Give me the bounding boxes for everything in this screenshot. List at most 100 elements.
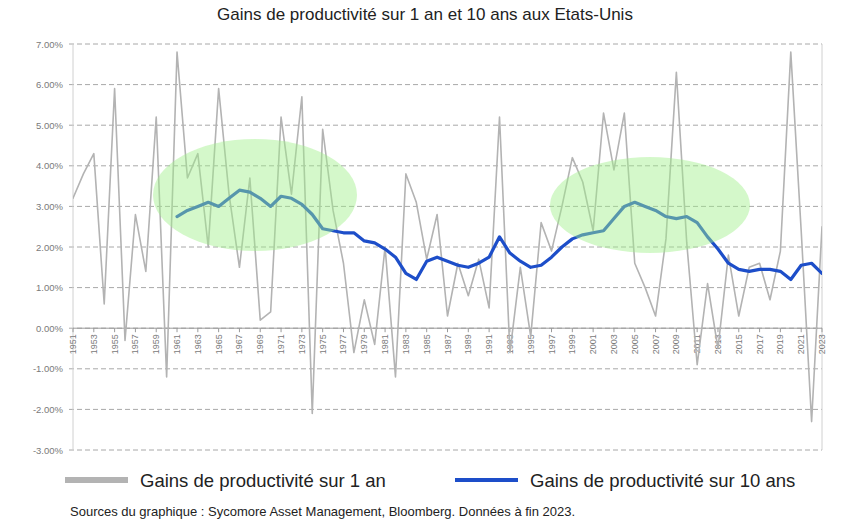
x-tick-label: 1963 (193, 334, 203, 354)
x-tick (697, 328, 698, 332)
x-tick-label: 2019 (775, 334, 785, 354)
x-tick (447, 328, 448, 332)
x-tick-label: 1987 (443, 334, 453, 354)
highlight (550, 157, 750, 253)
y-tick-label: -3.00% (33, 445, 64, 456)
x-tick (364, 328, 365, 332)
axis-line (73, 44, 74, 450)
grid-line (69, 44, 822, 45)
x-tick-label: 1979 (359, 334, 369, 354)
x-tick-label: 1977 (338, 334, 348, 354)
plot-area (73, 52, 822, 421)
y-tick-label: 4.00% (36, 160, 63, 171)
y-tick-label: 6.00% (36, 79, 63, 90)
x-tick (551, 328, 552, 332)
series-line (73, 52, 822, 421)
x-tick-label: 2021 (796, 334, 806, 354)
x-tick (613, 328, 614, 332)
x-tick-label: 2007 (651, 334, 661, 354)
highlight (153, 139, 357, 251)
x-tick-label: 2017 (755, 334, 765, 354)
x-tick-label: 2015 (734, 334, 744, 354)
x-tick (197, 328, 198, 332)
x-tick (343, 328, 344, 332)
x-tick-label: 1983 (401, 334, 411, 354)
x-tick-label: 1955 (110, 334, 120, 354)
x-tick-label: 2009 (671, 334, 681, 354)
x-tick (385, 328, 386, 332)
x-tick (717, 328, 718, 332)
x-tick-label: 1973 (297, 334, 307, 354)
legend-label: Gains de productivité sur 10 ans (530, 470, 795, 491)
x-tick (801, 328, 802, 332)
legend-swatch (65, 477, 128, 483)
x-tick (73, 328, 74, 332)
x-tick (218, 328, 219, 332)
grid-line (69, 409, 822, 410)
x-tick (239, 328, 240, 332)
x-tick (780, 328, 781, 332)
x-tick (135, 328, 136, 332)
x-tick-label: 1971 (276, 334, 286, 354)
x-tick-label: 1995 (526, 334, 536, 354)
x-tick-label: 1953 (89, 334, 99, 354)
x-tick-label: 1959 (151, 334, 161, 354)
x-tick (634, 328, 635, 332)
y-tick-label: 3.00% (36, 201, 63, 212)
x-tick (301, 328, 302, 332)
x-tick (468, 328, 469, 332)
x-tick-label: 2001 (588, 334, 598, 354)
y-tick-label: -2.00% (33, 404, 64, 415)
grid-line (69, 125, 822, 126)
x-tick (572, 328, 573, 332)
title: Gains de productivité sur 1 an et 10 ans… (217, 5, 633, 24)
x-tick (177, 328, 178, 332)
x-tick (738, 328, 739, 332)
legend-swatch (455, 478, 518, 482)
x-tick-label: 1991 (484, 334, 494, 354)
x-tick-label: 1981 (380, 334, 390, 354)
grid-line (69, 368, 822, 369)
x-tick (676, 328, 677, 332)
x-tick (489, 328, 490, 332)
x-tick-label: 1951 (68, 334, 78, 354)
x-tick (405, 328, 406, 332)
x-tick-label: 1975 (318, 334, 328, 354)
x-tick (655, 328, 656, 332)
x-tick (260, 328, 261, 332)
grid-line (69, 84, 822, 85)
x-tick-label: 1985 (422, 334, 432, 354)
y-tick-label: 0.00% (36, 323, 63, 334)
grid-line (69, 328, 822, 329)
x-tick (593, 328, 594, 332)
x-tick (156, 328, 157, 332)
x-tick-label: 1957 (130, 334, 140, 354)
y-tick-label: 1.00% (36, 282, 63, 293)
x-tick-label: 1997 (547, 334, 557, 354)
y-tick-label: -1.00% (33, 363, 64, 374)
x-tick (322, 328, 323, 332)
x-tick (426, 328, 427, 332)
x-tick-label: 1989 (463, 334, 473, 354)
x-tick-label: 2003 (609, 334, 619, 354)
y-tick-label: 5.00% (36, 120, 63, 131)
x-tick (759, 328, 760, 332)
y-tick-label: 2.00% (36, 242, 63, 253)
x-tick-label: 1999 (567, 334, 577, 354)
x-tick (93, 328, 94, 332)
x-tick (114, 328, 115, 332)
grid-line (69, 247, 822, 248)
x-tick-label: 1965 (214, 334, 224, 354)
x-tick-label: 2023 (817, 334, 827, 354)
x-tick-label: 2005 (630, 334, 640, 354)
x-tick-label: 1969 (255, 334, 265, 354)
x-tick (281, 328, 282, 332)
x-tick-label: 1967 (234, 334, 244, 354)
source-note: Sources du graphique : Sycomore Asset Ma… (70, 504, 575, 519)
y-tick-label: 7.00% (36, 39, 63, 50)
chart: Gains de productivité sur 1 an et 10 ans… (0, 0, 850, 523)
grid-line (69, 450, 822, 451)
x-tick (822, 328, 823, 332)
x-tick-label: 1961 (172, 334, 182, 354)
legend-label: Gains de productivité sur 1 an (140, 470, 386, 491)
